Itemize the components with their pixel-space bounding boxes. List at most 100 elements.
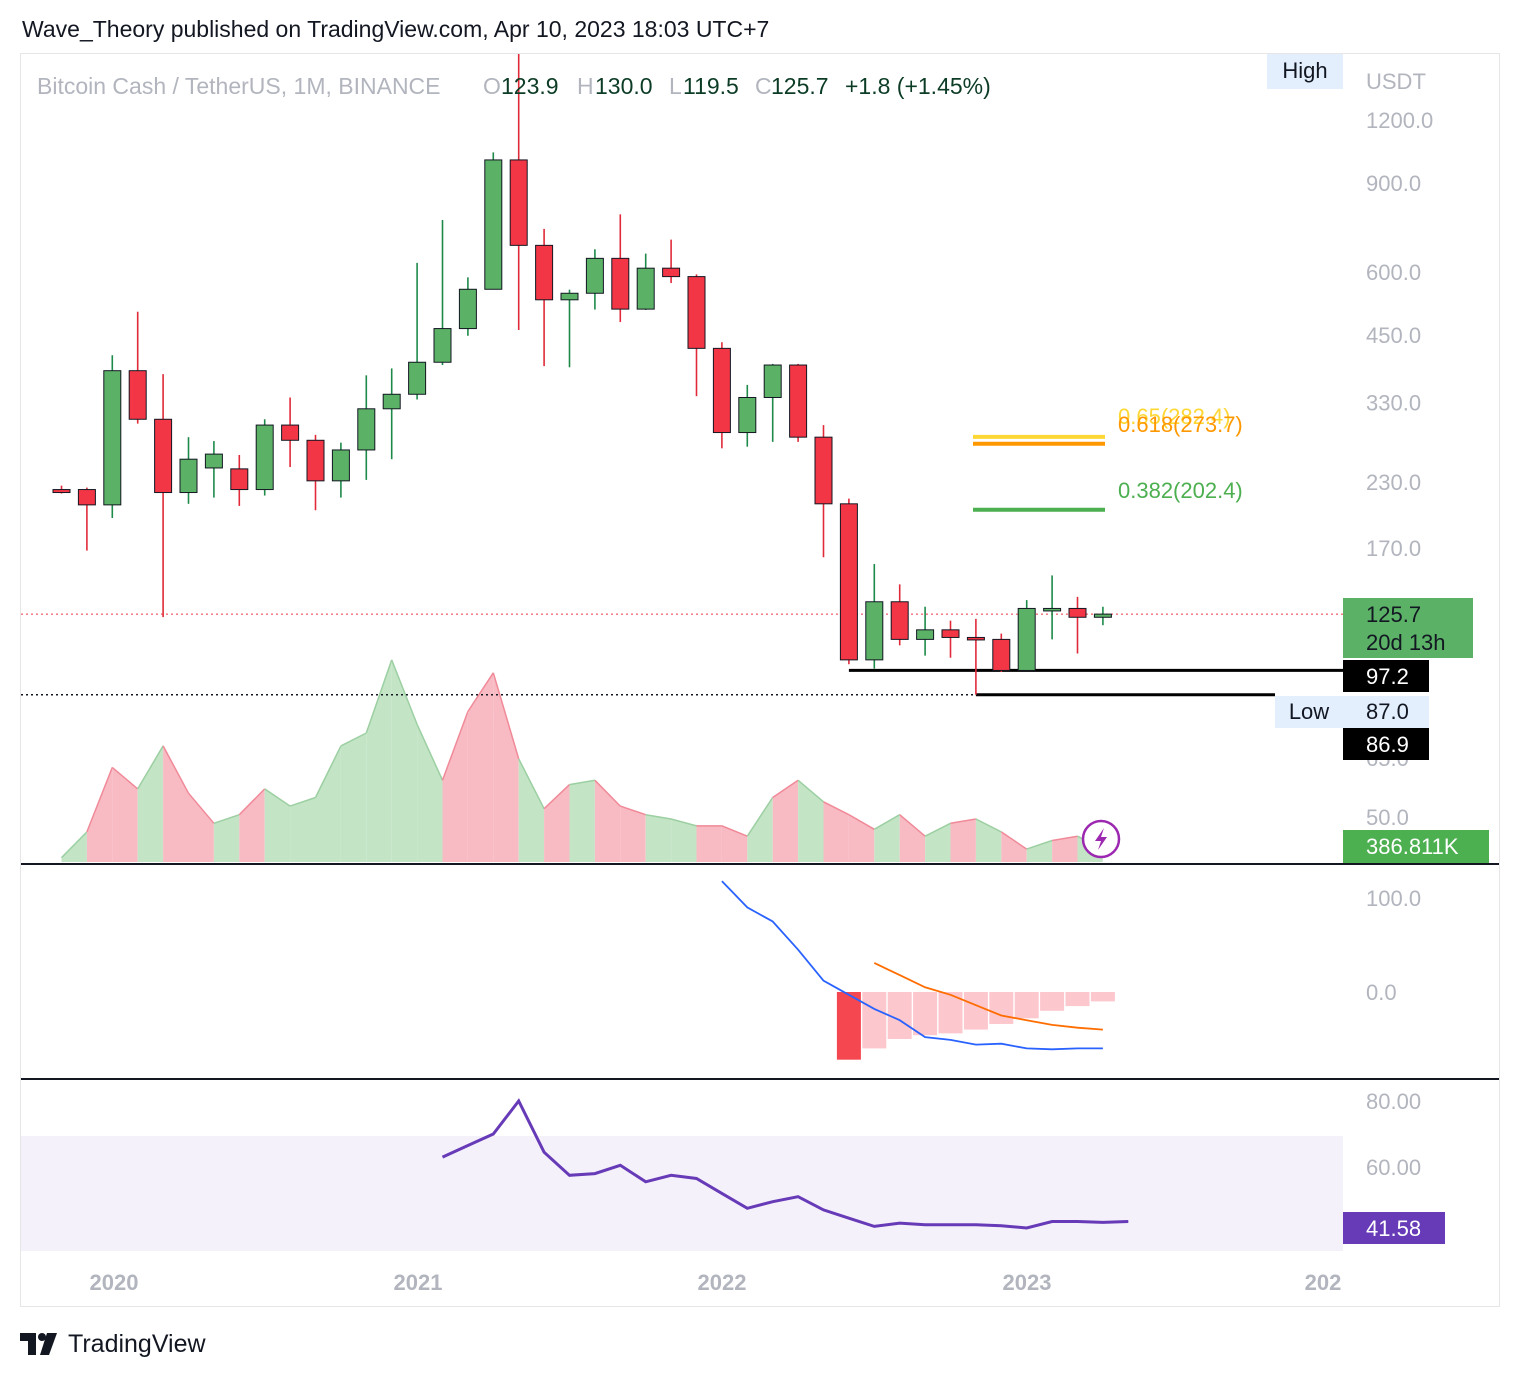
chart-canvas[interactable]: 1200.0 900.0 600.0 450.0 330.0 230.0 170.0 50.0… xyxy=(21,54,1499,1306)
candle-body-11 xyxy=(331,449,350,482)
volume-segment-0 xyxy=(61,831,87,862)
legend-o-label: O xyxy=(483,73,501,99)
volume-segment-34 xyxy=(925,823,951,862)
candle-body-21 xyxy=(585,257,604,294)
footer-brand: TradingView xyxy=(68,1329,206,1358)
candle-body-37 xyxy=(992,638,1011,671)
candle-body-12 xyxy=(357,408,376,451)
volume-edge-38 xyxy=(1026,839,1053,850)
volume-segment-17 xyxy=(493,672,519,862)
volume-segment-8 xyxy=(264,788,291,862)
low-tag-bg xyxy=(1275,696,1343,728)
volume-edge-3 xyxy=(137,745,164,790)
candle-body-25 xyxy=(687,276,706,349)
macd-hist-40 xyxy=(1065,992,1090,1007)
volume-segment-24 xyxy=(671,819,697,862)
candle-body-5 xyxy=(179,458,198,494)
volume-segment-16 xyxy=(467,672,494,862)
fib-label-065: 0.65(282.4) xyxy=(1118,404,1231,429)
legend-l-value: 119.5 xyxy=(683,73,739,99)
volume-edge-29 xyxy=(797,779,824,803)
candle-body-19 xyxy=(535,244,554,301)
volume-segment-35 xyxy=(950,819,976,862)
high-tag-bg xyxy=(1267,54,1343,89)
volume-edge-5 xyxy=(187,792,215,824)
year-tick-0: 2020 xyxy=(90,1270,139,1295)
volume-edge-21 xyxy=(594,779,621,807)
legend-c-value: 125.7 xyxy=(771,73,829,99)
volume-edge-27 xyxy=(746,797,774,837)
volume-edge-14 xyxy=(416,724,444,781)
legend-h-value: 130.0 xyxy=(595,73,653,99)
candle-body-24 xyxy=(662,267,681,278)
volume-edge-15 xyxy=(441,711,469,781)
candle-body-34 xyxy=(916,629,935,640)
candle-body-0 xyxy=(52,489,71,494)
volume-segment-5 xyxy=(188,793,214,862)
volume-segment-10 xyxy=(315,745,341,862)
volume-segment-18 xyxy=(518,758,545,862)
rsi-tick-1: 60.00 xyxy=(1366,1155,1421,1180)
volume-segment-3 xyxy=(137,745,164,862)
candle-body-4 xyxy=(154,418,173,494)
low-value-bg xyxy=(1343,696,1429,728)
year-tick-3: 2023 xyxy=(1003,1270,1052,1295)
support-value: 97.2 xyxy=(1366,664,1409,689)
macd-hist-36 xyxy=(963,992,988,1030)
candle-body-8 xyxy=(255,424,274,491)
volume-segment-11 xyxy=(340,733,367,862)
volume-segment-15 xyxy=(442,711,468,862)
volume-segment-22 xyxy=(620,806,646,862)
macd-hist-31 xyxy=(836,992,861,1060)
candle-body-16 xyxy=(458,288,477,330)
volume-edge-13 xyxy=(391,659,418,725)
countdown-value: 20d 13h xyxy=(1366,630,1446,655)
legend-o-value: 123.9 xyxy=(501,73,559,99)
macd-hist-37 xyxy=(989,992,1014,1024)
legend-l-label: L xyxy=(669,73,682,99)
candle-body-1 xyxy=(77,489,96,506)
price-tick-2: 600.0 xyxy=(1366,260,1421,285)
volume-segment-25 xyxy=(696,825,722,862)
candle-body-31 xyxy=(839,503,858,661)
legend-ohlc: O 123.9 H 130.0 L 119.5 C 125.7 +1.8 (+1… xyxy=(483,73,991,99)
volume-segment-37 xyxy=(1001,831,1027,862)
support-badge xyxy=(1343,660,1429,692)
volume-segment-38 xyxy=(1026,840,1053,862)
volume-segment-9 xyxy=(290,797,316,862)
legend-symbol: Bitcoin Cash / TetherUS, 1M, BINANCE xyxy=(37,73,441,99)
volume-value: 386.811K xyxy=(1366,834,1459,859)
volume-edge-20 xyxy=(569,779,596,786)
macd-tick-0: 100.0 xyxy=(1366,886,1421,911)
macd-hist-34 xyxy=(913,992,938,1036)
volume-edge-39 xyxy=(1051,835,1078,842)
price-tick-7: 50.0 xyxy=(1366,805,1409,830)
chart-frame[interactable]: 1200.0 900.0 600.0 450.0 330.0 230.0 170.0 50.0… xyxy=(20,53,1500,1307)
volume-edge-12 xyxy=(365,659,393,734)
lightning-icon[interactable] xyxy=(1081,819,1121,859)
rsi-line xyxy=(441,1098,1129,1230)
volume-edge-19 xyxy=(543,784,571,810)
year-tick-4: 202 xyxy=(1305,1270,1342,1295)
volume-edge-1 xyxy=(86,767,113,833)
volume-edge-30 xyxy=(823,801,850,816)
volume-edge-18 xyxy=(518,758,545,810)
last-price-value: 125.7 xyxy=(1366,602,1421,627)
volume-segment-29 xyxy=(798,780,824,862)
macd-tick-1: 0.0 xyxy=(1366,980,1397,1005)
rsi-tick-0: 80.00 xyxy=(1366,1089,1421,1114)
candle-body-9 xyxy=(281,424,300,441)
candle-body-36 xyxy=(966,636,985,641)
candle-body-30 xyxy=(814,436,833,505)
volume-edge-2 xyxy=(111,766,139,790)
footer-logo[interactable]: TradingView xyxy=(20,1326,206,1362)
volume-segment-20 xyxy=(569,780,595,862)
axis-layer: 1200.0 900.0 600.0 450.0 330.0 230.0 170.0 50.0… xyxy=(90,108,1434,1295)
volume-segment-30 xyxy=(823,801,849,862)
volume-edge-37 xyxy=(1000,831,1028,850)
tradingview-logo-icon xyxy=(20,1333,57,1355)
macd-line xyxy=(721,880,1103,1051)
high-tag: High xyxy=(1282,58,1327,83)
volume-edge-16 xyxy=(467,672,494,712)
macd-hist-41 xyxy=(1090,992,1115,1002)
